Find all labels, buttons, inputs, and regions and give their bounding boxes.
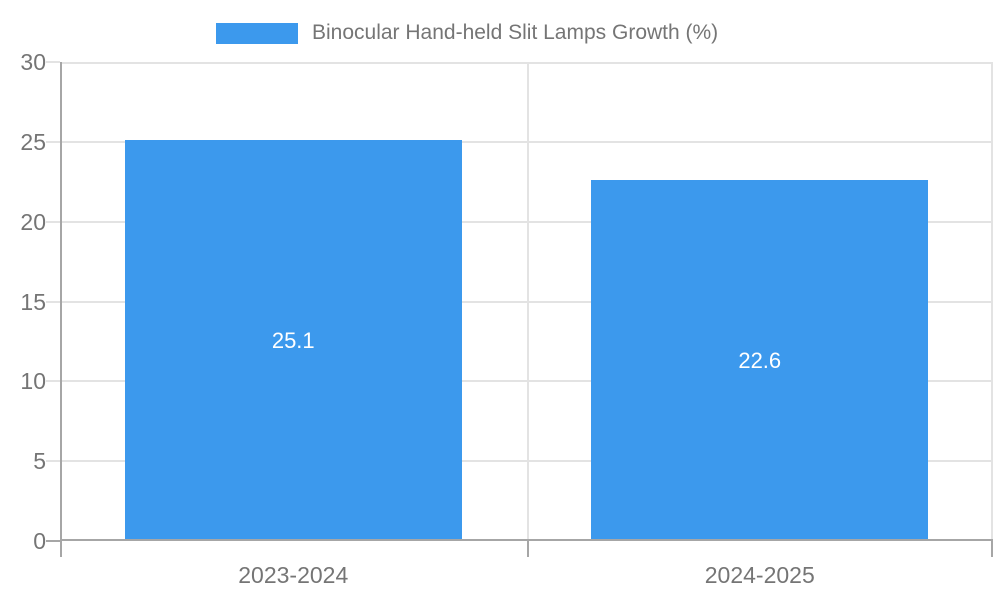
legend-swatch: [216, 22, 298, 44]
y-axis-tick-label: 5: [33, 448, 46, 475]
y-axis-tick: [46, 380, 60, 383]
gridline-vertical: [526, 62, 529, 541]
y-axis-tick-label: 10: [20, 368, 46, 395]
legend: Binocular Hand-held Slit Lamps Growth (%…: [216, 21, 718, 45]
gridline-vertical: [991, 62, 993, 541]
x-axis-line: [60, 539, 993, 541]
x-axis-tick: [991, 541, 993, 557]
y-axis-tick-label: 30: [20, 49, 46, 75]
y-axis-labels: 0 5 10 15 20 25 30: [0, 49, 46, 554]
legend-label: Binocular Hand-held Slit Lamps Growth (%…: [312, 21, 719, 44]
y-axis-tick: [46, 140, 60, 143]
x-axis-tick-label: 2023-2024: [238, 562, 349, 588]
y-axis-tick: [46, 300, 60, 303]
bar: 22.6: [591, 180, 929, 541]
y-axis-tick: [46, 61, 60, 63]
y-axis-tick: [46, 460, 60, 463]
y-axis-tick-label: 0: [33, 528, 46, 554]
bar: 25.1: [124, 140, 462, 541]
y-axis-tick-label: 15: [20, 288, 46, 315]
bar-value-label: 25.1: [271, 327, 315, 353]
x-axis-tick-label: 2024-2025: [704, 562, 815, 588]
y-axis-tick: [46, 220, 60, 223]
y-axis-tick: [46, 540, 60, 542]
y-axis-tick-label: 20: [20, 208, 46, 235]
bar-value-label: 22.6: [738, 347, 782, 373]
x-axis-labels: 2023-2024 2024-2025: [60, 541, 993, 600]
y-axis-line: [60, 62, 62, 557]
y-axis-tick-label: 25: [20, 128, 46, 155]
x-axis-tick: [526, 541, 529, 557]
plot-area: 25.1 22.6: [46, 61, 993, 557]
